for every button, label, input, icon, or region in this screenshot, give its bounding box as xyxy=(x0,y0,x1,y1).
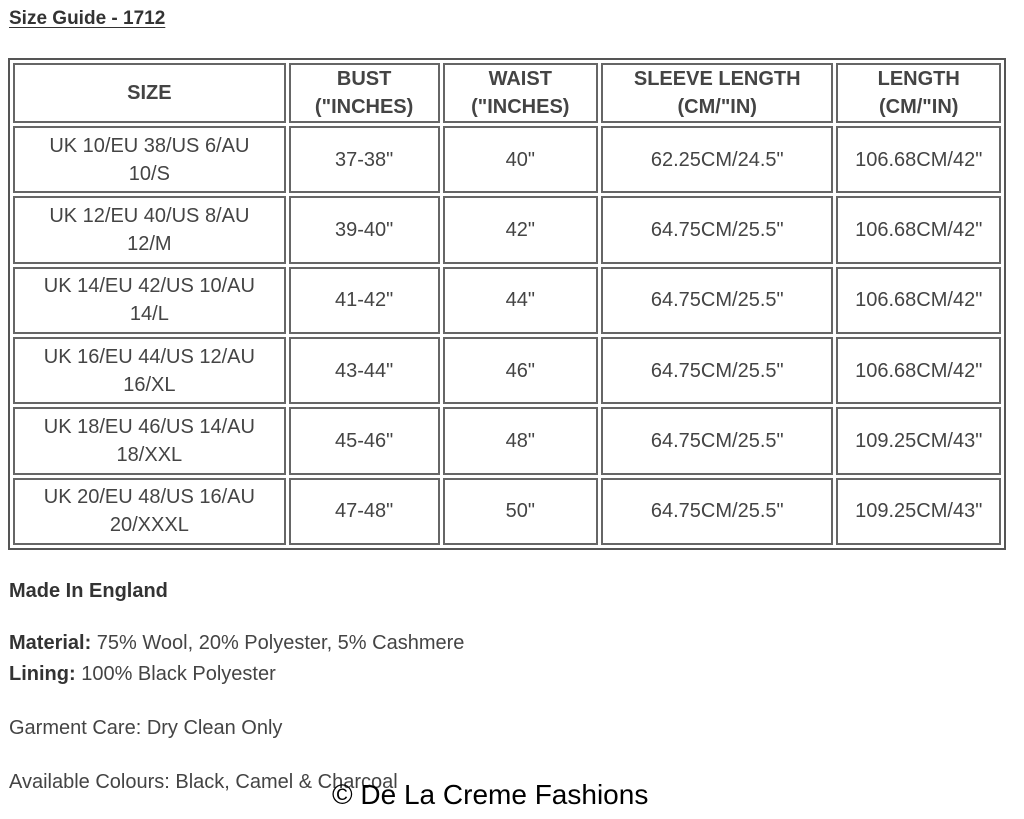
size-line: UK 12/EU 40/US 8/AU xyxy=(49,204,250,227)
header-line: BUST xyxy=(336,68,392,90)
header-line: SLEEVE LENGTH xyxy=(633,68,801,90)
header-line: LENGTH xyxy=(877,68,960,90)
table-cell: 42" xyxy=(442,196,599,264)
garment-care-text: Garment Care: Dry Clean Only xyxy=(9,717,283,739)
table-cell: 40" xyxy=(442,126,599,194)
lining-line: Lining: 100% Black Polyester xyxy=(9,663,276,686)
table-cell: 50" xyxy=(442,477,599,545)
column-header: SLEEVE LENGTH (CM/"IN) xyxy=(601,63,834,123)
table-row: UK 10/EU 38/US 6/AU 10/S 37-38" 40" 62.25CM/… xyxy=(13,126,1001,194)
header-line: (CM/"IN) xyxy=(878,96,959,118)
table-cell: 64.75CM/25.5" xyxy=(601,477,834,545)
column-header: SIZE xyxy=(13,63,286,123)
lining-value: 100% Black Polyester xyxy=(75,663,276,685)
table-cell: 64.75CM/25.5" xyxy=(601,266,834,334)
table-cell: 46" xyxy=(442,336,599,405)
table-cell: 62.25CM/24.5" xyxy=(601,126,834,194)
watermark: © De La Creme Fashions xyxy=(332,779,649,810)
size-line: 16/XL xyxy=(123,373,176,396)
table-cell: 106.68CM/42" xyxy=(836,196,1001,264)
column-header: WAIST ("INCHES) xyxy=(442,63,599,123)
table-row: UK 16/EU 44/US 12/AU 16/XL 43-44" 46" 64.75C… xyxy=(13,336,1001,405)
page-title: Size Guide - 1712 xyxy=(9,8,166,29)
table-row: UK 12/EU 40/US 8/AU 12/M 39-40" 42" 64.75CM/… xyxy=(13,196,1001,264)
header-line: ("INCHES) xyxy=(471,96,570,118)
size-line: 10/S xyxy=(128,162,170,185)
table-cell: 37-38" xyxy=(288,126,440,194)
table-cell: 48" xyxy=(442,407,599,475)
table-row: UK 20/EU 48/US 16/AU 20/XXXL 47-48" 50" 64.7… xyxy=(13,477,1001,545)
size-line: 20/XXXL xyxy=(109,514,189,537)
size-line: UK 18/EU 46/US 14/AU xyxy=(43,415,255,438)
column-header: LENGTH (CM/"IN) xyxy=(836,63,1001,123)
size-cell: UK 20/EU 48/US 16/AU 20/XXXL xyxy=(13,477,286,545)
made-in-text: Made In England xyxy=(9,580,168,602)
header-line: WAIST xyxy=(488,68,552,90)
size-table: SIZE BUST ("INCHES) WAIST ("INCHES) SLEEVE LE… xyxy=(8,58,1006,550)
size-cell: UK 16/EU 44/US 12/AU 16/XL xyxy=(13,336,286,405)
table-cell: 47-48" xyxy=(288,477,440,545)
table-row: UK 18/EU 46/US 14/AU 18/XXL 45-46" 48" 64.75… xyxy=(13,407,1001,475)
table-cell: 64.75CM/25.5" xyxy=(601,196,834,264)
size-cell: UK 12/EU 40/US 8/AU 12/M xyxy=(13,196,286,264)
size-line: 18/XXL xyxy=(116,443,183,466)
size-line: 12/M xyxy=(127,232,172,255)
table-cell: 44" xyxy=(442,266,599,334)
lining-label: Lining: xyxy=(9,663,76,685)
size-line: UK 16/EU 44/US 12/AU xyxy=(43,345,255,368)
size-line: UK 14/EU 42/US 10/AU xyxy=(43,275,255,298)
material-line: Material: 75% Wool, 20% Polyester, 5% Ca… xyxy=(9,632,464,655)
table-cell: 41-42" xyxy=(288,266,440,334)
size-cell: UK 18/EU 46/US 14/AU 18/XXL xyxy=(13,407,286,475)
table-cell: 109.25CM/43" xyxy=(836,407,1001,475)
table-cell: 106.68CM/42" xyxy=(836,336,1001,405)
size-cell: UK 14/EU 42/US 10/AU 14/L xyxy=(13,266,286,334)
size-line: 14/L xyxy=(129,303,169,326)
column-header: BUST ("INCHES) xyxy=(288,63,440,123)
material-label: Material: xyxy=(9,632,92,654)
header-line: SIZE xyxy=(127,82,172,104)
table-cell: 106.68CM/42" xyxy=(836,126,1001,194)
size-line: UK 10/EU 38/US 6/AU xyxy=(49,134,250,157)
header-line: ("INCHES) xyxy=(314,96,414,118)
table-cell: 43-44" xyxy=(288,336,440,405)
table-cell: 109.25CM/43" xyxy=(836,477,1001,545)
table-cell: 39-40" xyxy=(288,196,440,264)
table-cell: 64.75CM/25.5" xyxy=(601,336,834,405)
size-line: UK 20/EU 48/US 16/AU xyxy=(43,486,255,509)
table-header-row: SIZE BUST ("INCHES) WAIST ("INCHES) SLEEVE LE… xyxy=(13,63,1001,123)
table-row: UK 14/EU 42/US 10/AU 14/L 41-42" 44" 64.75CM… xyxy=(13,266,1001,334)
size-cell: UK 10/EU 38/US 6/AU 10/S xyxy=(13,126,286,194)
table-cell: 45-46" xyxy=(288,407,440,475)
header-line: (CM/"IN) xyxy=(677,96,757,118)
available-colours-text: Available Colours: Black, Camel & Charco… xyxy=(9,771,398,793)
table-cell: 106.68CM/42" xyxy=(836,266,1001,334)
material-value: 75% Wool, 20% Polyester, 5% Cashmere xyxy=(91,632,465,654)
table-cell: 64.75CM/25.5" xyxy=(601,407,834,475)
